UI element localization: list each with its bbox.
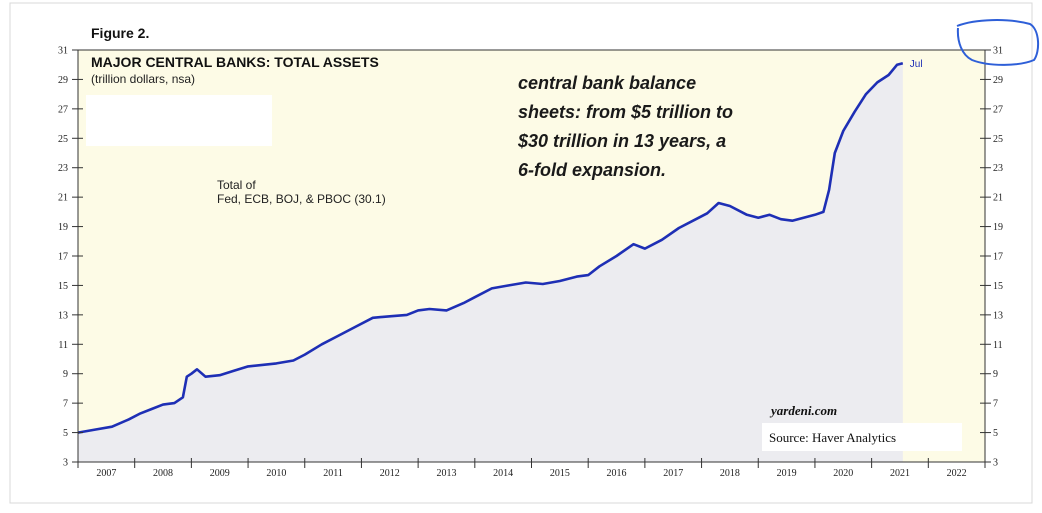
- y-tick-label-left: 17: [58, 252, 68, 263]
- annotation-line: central bank balance: [518, 73, 696, 93]
- series-label-line: Fed, ECB, BOJ, & PBOC (30.1): [217, 192, 386, 206]
- y-tick-label-right: 9: [993, 369, 998, 380]
- y-tick-label-left: 5: [63, 428, 68, 439]
- series-line: [77, 61, 904, 434]
- x-tick-label: 2010: [266, 468, 286, 479]
- credits-box: [762, 423, 962, 451]
- y-axis-right: 3 5 7 9 11 13 15 17 19 21 23 25 27 29 31: [980, 46, 1003, 469]
- y-tick-label-right: 31: [993, 46, 1003, 57]
- y-tick-label-left: 15: [58, 281, 68, 292]
- y-tick-label-right: 27: [993, 104, 1003, 115]
- y-tick-label-right: 15: [993, 281, 1003, 292]
- annotation-line: sheets: from $5 trillion to: [518, 102, 733, 122]
- y-tick-label-right: 29: [993, 75, 1003, 86]
- x-tick-label: 2012: [380, 468, 400, 479]
- x-tick-label: 2018: [720, 468, 740, 479]
- y-tick-label-right: 11: [993, 340, 1003, 351]
- y-tick-label-right: 7: [993, 399, 998, 410]
- x-tick-label: 2011: [323, 468, 343, 479]
- x-tick-label: 2008: [153, 468, 173, 479]
- y-tick-label-right: 3: [993, 458, 998, 469]
- y-tick-label-left: 21: [58, 193, 68, 204]
- y-tick-label-left: 29: [58, 75, 68, 86]
- x-tick-label: 2019: [777, 468, 797, 479]
- y-tick-label-left: 9: [63, 369, 68, 380]
- annotation-line: 6-fold expansion.: [518, 160, 666, 180]
- x-tick-label: 2014: [493, 468, 513, 479]
- x-tick-label: 2020: [833, 468, 853, 479]
- y-tick-label-left: 7: [63, 399, 68, 410]
- hand-drawn-circle: [956, 19, 1040, 66]
- y-tick-label-left: 27: [58, 104, 68, 115]
- x-tick-label: 2022: [947, 468, 967, 479]
- series-label: Total of Fed, ECB, BOJ, & PBOC (30.1): [217, 178, 386, 206]
- blank-box: [86, 95, 272, 146]
- series-end-label: Jul: [910, 59, 923, 70]
- y-tick-label-right: 19: [993, 222, 1003, 233]
- x-tick-label: 2015: [550, 468, 570, 479]
- y-tick-label-left: 19: [58, 222, 68, 233]
- x-tick-label: 2021: [890, 468, 910, 479]
- credits-site: yardeni.com: [769, 403, 837, 418]
- y-tick-label-left: 25: [58, 134, 68, 145]
- x-tick-label: 2017: [663, 468, 683, 479]
- y-tick-label-right: 25: [993, 134, 1003, 145]
- y-axis-left: 3 5 7 9 11 13 15 17 19 21 23 25 27 29 31: [58, 46, 83, 469]
- y-tick-label-left: 31: [58, 46, 68, 57]
- y-tick-label-right: 21: [993, 193, 1003, 204]
- series-label-line: Total of: [217, 178, 256, 192]
- x-tick-label: 2013: [436, 468, 456, 479]
- figure-label: Figure 2.: [91, 25, 149, 41]
- y-tick-label-right: 5: [993, 428, 998, 439]
- x-axis: 2007 2008 2009 2010 2011 2012 2013 2014 2015 2016…: [77, 458, 986, 479]
- chart-title: MAJOR CENTRAL BANKS: TOTAL ASSETS: [91, 54, 379, 70]
- x-tick-label: 2007: [96, 468, 116, 479]
- credits-source: Source: Haver Analytics: [769, 430, 896, 445]
- y-tick-label-right: 13: [993, 310, 1003, 321]
- y-tick-label-right: 17: [993, 252, 1003, 263]
- y-tick-label-left: 13: [58, 310, 68, 321]
- y-tick-label-left: 3: [63, 458, 68, 469]
- annotation-text: central bank balance sheets: from $5 tril…: [517, 73, 733, 180]
- y-tick-label-right: 23: [993, 163, 1003, 174]
- x-tick-label: 2009: [210, 468, 230, 479]
- chart-subtitle: (trillion dollars, nsa): [91, 72, 195, 86]
- x-tick-label: 2016: [607, 468, 627, 479]
- y-tick-label-left: 11: [58, 340, 68, 351]
- annotation-line: $30 trillion in 13 years, a: [517, 131, 726, 151]
- y-tick-label-left: 23: [58, 163, 68, 174]
